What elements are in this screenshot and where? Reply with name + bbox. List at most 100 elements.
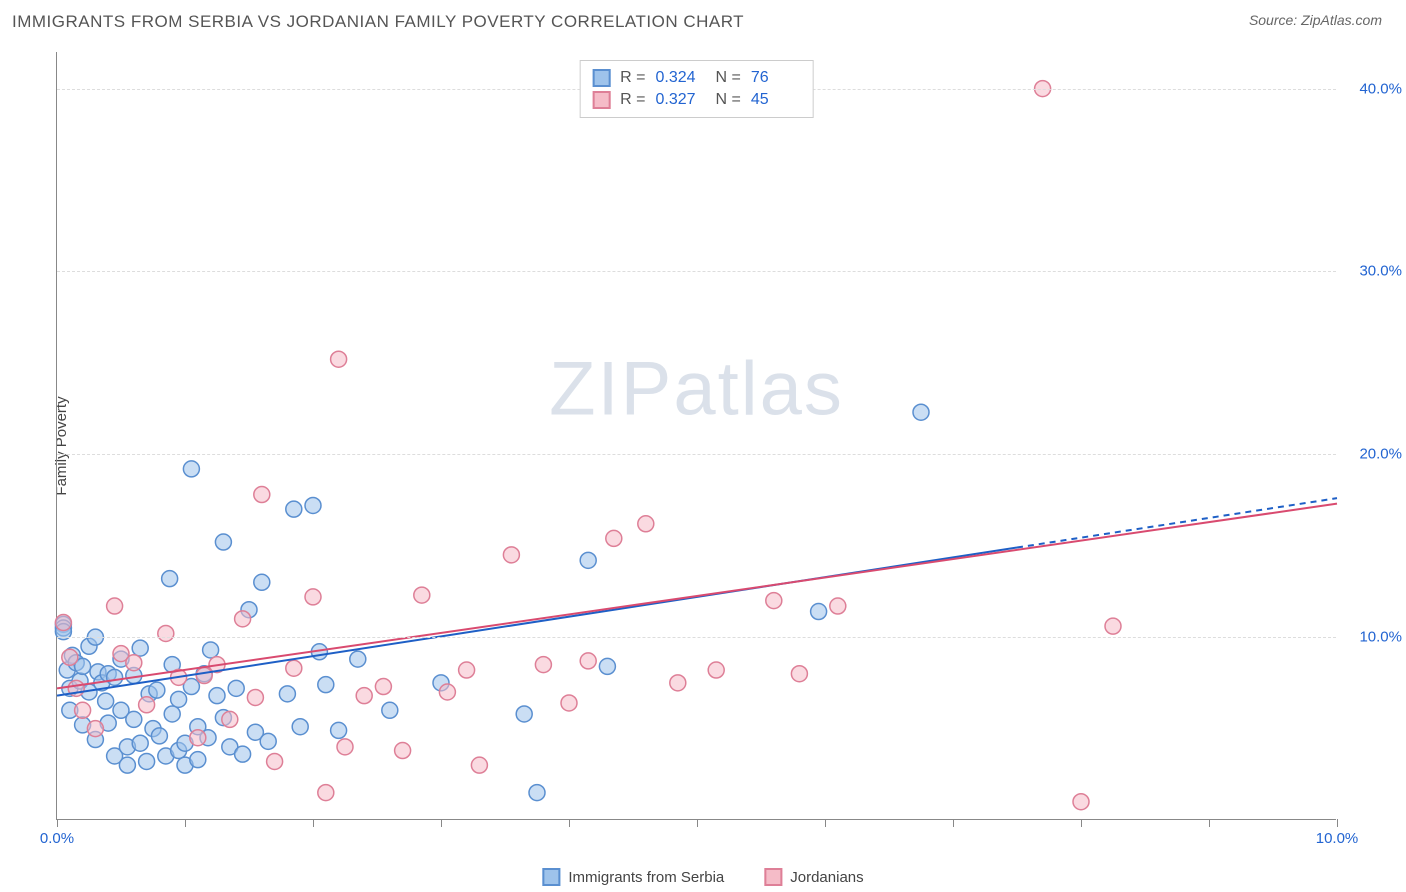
x-tick (1337, 819, 1338, 827)
data-point (132, 735, 148, 751)
data-point (132, 640, 148, 656)
data-point (606, 530, 622, 546)
x-tick (825, 819, 826, 827)
data-point (1073, 794, 1089, 810)
data-point (196, 668, 212, 684)
data-point (382, 702, 398, 718)
x-tick (1081, 819, 1082, 827)
legend-item-serbia: Immigrants from Serbia (542, 868, 724, 886)
data-point (139, 753, 155, 769)
data-point (580, 653, 596, 669)
x-tick (185, 819, 186, 827)
data-point (599, 658, 615, 674)
stats-row-jordanian: R = 0.327 N = 45 (592, 89, 801, 111)
data-point (292, 719, 308, 735)
data-point (331, 722, 347, 738)
data-point (75, 702, 91, 718)
data-point (529, 785, 545, 801)
data-point (254, 487, 270, 503)
stat-n-value-jordanian: 45 (751, 91, 801, 109)
data-point (149, 682, 165, 698)
data-point (254, 574, 270, 590)
x-tick (1209, 819, 1210, 827)
y-tick-label: 10.0% (1359, 629, 1402, 646)
data-point (183, 461, 199, 477)
stats-row-serbia: R = 0.324 N = 76 (592, 67, 801, 89)
chart-title: IMMIGRANTS FROM SERBIA VS JORDANIAN FAMI… (12, 12, 744, 32)
data-point (305, 497, 321, 513)
y-tick-label: 20.0% (1359, 446, 1402, 463)
scatter-svg (57, 52, 1336, 819)
swatch-jordanian (592, 91, 610, 109)
data-point (414, 587, 430, 603)
chart-plot-area: ZIPatlas R = 0.324 N = 76 R = 0.327 N = … (56, 52, 1336, 820)
data-point (247, 689, 263, 705)
data-point (62, 649, 78, 665)
data-point (235, 611, 251, 627)
data-point (190, 730, 206, 746)
data-point (811, 604, 827, 620)
swatch-serbia-legend (542, 868, 560, 886)
stat-r-value-serbia: 0.324 (656, 69, 706, 87)
y-tick-label: 40.0% (1359, 80, 1402, 97)
x-tick (569, 819, 570, 827)
data-point (119, 757, 135, 773)
legend-label-jordanian: Jordanians (790, 869, 863, 886)
data-point (286, 501, 302, 517)
data-point (126, 655, 142, 671)
stat-n-label: N = (716, 69, 741, 87)
data-point (503, 547, 519, 563)
data-point (55, 615, 71, 631)
gridline (57, 271, 1336, 272)
data-point (190, 752, 206, 768)
x-tick-label: 0.0% (40, 830, 74, 847)
x-tick (57, 819, 58, 827)
data-point (356, 688, 372, 704)
data-point (267, 753, 283, 769)
data-point (215, 534, 231, 550)
data-point (535, 657, 551, 673)
data-point (162, 571, 178, 587)
data-point (561, 695, 577, 711)
data-point (107, 669, 123, 685)
x-tick (953, 819, 954, 827)
data-point (580, 552, 596, 568)
correlation-stats-box: R = 0.324 N = 76 R = 0.327 N = 45 (579, 60, 814, 118)
data-point (151, 728, 167, 744)
stat-n-label: N = (716, 91, 741, 109)
x-tick (697, 819, 698, 827)
stat-r-label: R = (620, 91, 645, 109)
data-point (459, 662, 475, 678)
data-point (203, 642, 219, 658)
data-point (260, 733, 276, 749)
data-point (171, 691, 187, 707)
data-point (638, 516, 654, 532)
data-point (87, 721, 103, 737)
legend-item-jordanian: Jordanians (764, 868, 863, 886)
data-point (318, 677, 334, 693)
swatch-jordanian-legend (764, 868, 782, 886)
data-point (830, 598, 846, 614)
data-point (791, 666, 807, 682)
stat-r-value-jordanian: 0.327 (656, 91, 706, 109)
data-point (670, 675, 686, 691)
regression-line (57, 504, 1337, 689)
data-point (305, 589, 321, 605)
data-point (158, 625, 174, 641)
data-point (286, 660, 302, 676)
stat-n-value-serbia: 76 (751, 69, 801, 87)
source-label: Source: ZipAtlas.com (1249, 12, 1382, 28)
data-point (209, 688, 225, 704)
data-point (708, 662, 724, 678)
data-point (164, 706, 180, 722)
x-tick (441, 819, 442, 827)
data-point (139, 697, 155, 713)
gridline (57, 454, 1336, 455)
data-point (222, 711, 238, 727)
data-point (279, 686, 295, 702)
data-point (395, 743, 411, 759)
data-point (337, 739, 353, 755)
gridline (57, 637, 1336, 638)
x-tick (313, 819, 314, 827)
data-point (350, 651, 366, 667)
